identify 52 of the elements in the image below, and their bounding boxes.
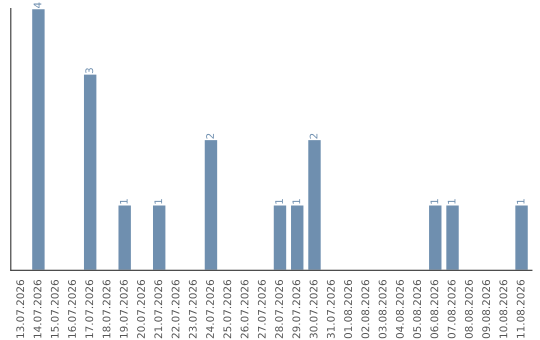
x-tick-label: 27.07.2026 bbox=[258, 280, 266, 338]
x-tick-label: 26.07.2026 bbox=[240, 280, 248, 338]
x-tick-label: 02.08.2026 bbox=[361, 280, 370, 338]
bar bbox=[82, 73, 98, 270]
data-label: 1 bbox=[154, 199, 162, 204]
x-tick-label: 20.07.2026 bbox=[137, 280, 145, 338]
bar bbox=[444, 204, 460, 270]
x-tick-label: 03.08.2026 bbox=[378, 280, 387, 338]
bar bbox=[203, 138, 219, 270]
x-tick-label: 11.08.2026 bbox=[516, 280, 525, 338]
x-tick-label: 25.07.2026 bbox=[223, 280, 232, 338]
x-tick-label: 10.08.2026 bbox=[499, 280, 508, 338]
x-tick-label: 16.07.2026 bbox=[68, 280, 76, 338]
x-tick-label: 09.08.2026 bbox=[482, 280, 490, 338]
x-tick-label: 24.07.2026 bbox=[206, 280, 214, 338]
x-tick-label: 22.07.2026 bbox=[172, 280, 180, 338]
bar bbox=[514, 204, 530, 270]
x-tick-label: 01.08.2026 bbox=[344, 280, 352, 338]
x-tick-label: 07.08.2026 bbox=[448, 280, 456, 338]
data-label: 4 bbox=[34, 2, 42, 8]
bar bbox=[117, 204, 132, 270]
bar bbox=[152, 204, 167, 270]
x-tick-label: 04.08.2026 bbox=[396, 280, 404, 338]
data-label: 1 bbox=[120, 199, 128, 204]
x-tick-label: 05.08.2026 bbox=[413, 280, 422, 338]
x-tick-label: 28.07.2026 bbox=[275, 280, 283, 338]
x-tick-label: 23.07.2026 bbox=[188, 280, 197, 338]
x-tick-label: 13.07.2026 bbox=[16, 280, 24, 338]
data-label: 2 bbox=[206, 134, 214, 139]
data-label: 1 bbox=[275, 199, 283, 204]
bar bbox=[428, 204, 443, 270]
data-label: 1 bbox=[448, 199, 456, 204]
bar bbox=[290, 204, 305, 270]
x-tick-label: 14.07.2026 bbox=[34, 280, 42, 338]
x-tick-label: 19.07.2026 bbox=[120, 280, 128, 338]
bar bbox=[30, 8, 46, 270]
data-label: 3 bbox=[85, 68, 94, 74]
x-tick-label: 30.07.2026 bbox=[310, 280, 318, 338]
x-tick-label: 17.07.2026 bbox=[85, 280, 94, 338]
data-label: 1 bbox=[516, 199, 524, 204]
x-tick-label: 29.07.2026 bbox=[292, 280, 300, 338]
x-tick-label: 15.07.2026 bbox=[50, 280, 59, 338]
x-tick-label: 18.07.2026 bbox=[102, 280, 110, 338]
x-tick-label: 08.08.2026 bbox=[464, 280, 473, 338]
data-label: 1 bbox=[430, 199, 438, 204]
x-tick-label: 06.08.2026 bbox=[430, 280, 438, 338]
bar bbox=[306, 138, 322, 270]
data-label: 2 bbox=[310, 134, 318, 139]
data-label: 1 bbox=[292, 199, 300, 204]
bar bbox=[272, 204, 288, 270]
x-tick-label: 21.07.2026 bbox=[154, 280, 162, 338]
x-tick-label: 31.07.2026 bbox=[326, 280, 335, 338]
